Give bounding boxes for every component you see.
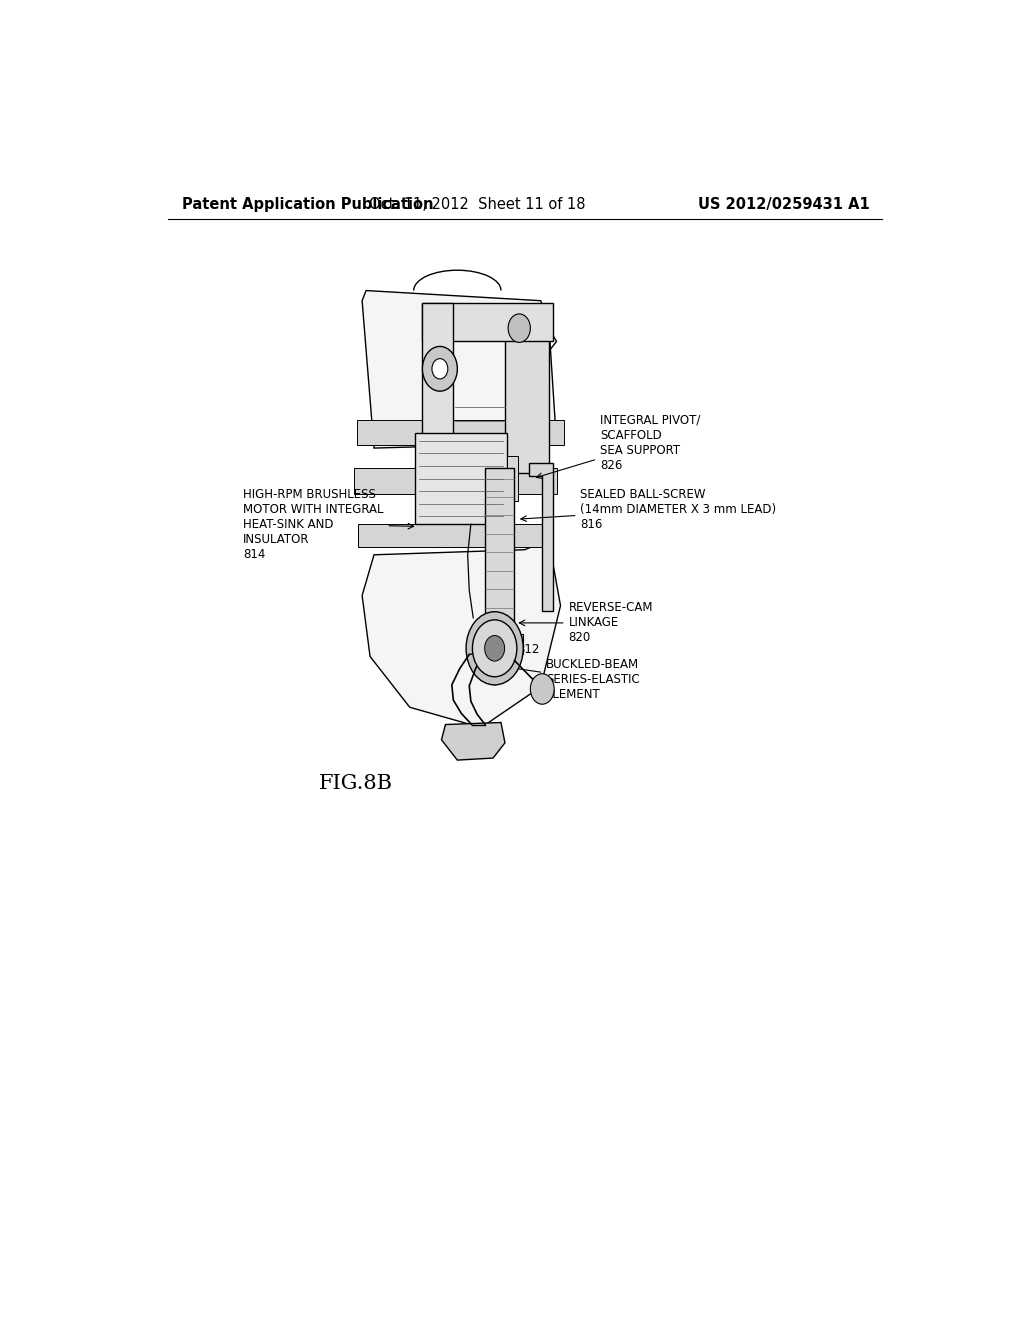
FancyBboxPatch shape xyxy=(422,302,454,444)
Text: Patent Application Publication: Patent Application Publication xyxy=(182,197,433,211)
FancyBboxPatch shape xyxy=(354,469,557,494)
FancyBboxPatch shape xyxy=(485,469,514,636)
Circle shape xyxy=(530,673,554,704)
Text: INTEGRAL PIVOT/
SCAFFOLD
SEA SUPPORT
826: INTEGRAL PIVOT/ SCAFFOLD SEA SUPPORT 826 xyxy=(537,414,700,478)
Polygon shape xyxy=(528,463,553,611)
Circle shape xyxy=(466,611,523,685)
Polygon shape xyxy=(362,290,557,447)
FancyBboxPatch shape xyxy=(505,315,549,474)
FancyBboxPatch shape xyxy=(422,302,553,342)
Text: HIGH-RPM BRUSHLESS
MOTOR WITH INTEGRAL
HEAT-SINK AND
INSULATOR
814: HIGH-RPM BRUSHLESS MOTOR WITH INTEGRAL H… xyxy=(243,488,414,561)
Text: REVERSE-CAM
LINKAGE
820: REVERSE-CAM LINKAGE 820 xyxy=(519,602,653,644)
Polygon shape xyxy=(441,722,505,760)
Text: Oct. 11, 2012  Sheet 11 of 18: Oct. 11, 2012 Sheet 11 of 18 xyxy=(369,197,586,211)
Text: SEALED BALL-SCREW
(14mm DIAMETER X 3 mm LEAD)
816: SEALED BALL-SCREW (14mm DIAMETER X 3 mm … xyxy=(521,487,776,531)
Text: BUCKLED-BEAM
SERIES-ELASTIC
ELEMENT: BUCKLED-BEAM SERIES-ELASTIC ELEMENT xyxy=(494,659,640,701)
Circle shape xyxy=(472,620,517,677)
FancyBboxPatch shape xyxy=(356,420,564,445)
Text: FIG.8B: FIG.8B xyxy=(318,774,392,793)
FancyBboxPatch shape xyxy=(358,524,549,546)
Polygon shape xyxy=(362,540,560,727)
Text: US 2012/0259431 A1: US 2012/0259431 A1 xyxy=(698,197,870,211)
Text: 812: 812 xyxy=(505,643,540,656)
Circle shape xyxy=(508,314,530,342)
Circle shape xyxy=(423,346,458,391)
FancyBboxPatch shape xyxy=(475,634,523,655)
Circle shape xyxy=(484,635,505,661)
FancyBboxPatch shape xyxy=(416,433,507,524)
Circle shape xyxy=(432,359,447,379)
FancyBboxPatch shape xyxy=(507,455,518,502)
